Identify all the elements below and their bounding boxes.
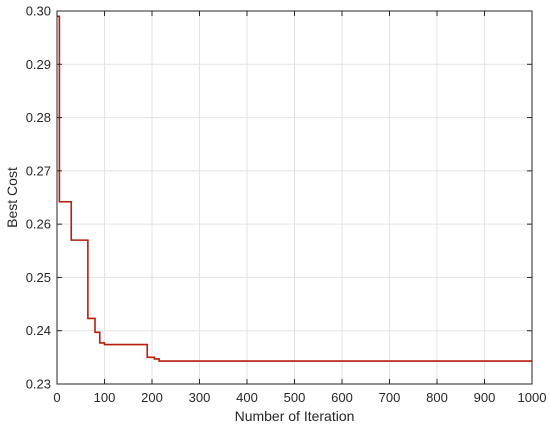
x-tick-label: 600 xyxy=(331,390,353,405)
y-tick-label: 0.23 xyxy=(26,377,51,392)
y-tick-label: 0.29 xyxy=(26,57,51,72)
x-tick-label: 1000 xyxy=(518,390,547,405)
y-tick-label: 0.28 xyxy=(26,110,51,125)
tick-marks xyxy=(56,10,533,385)
y-tick-labels: 0.23 0.24 0.25 0.26 0.27 0.28 0.29 0.30 xyxy=(26,4,51,392)
series-layer xyxy=(57,15,532,362)
y-tick-label: 0.24 xyxy=(26,323,51,338)
x-tick-label: 0 xyxy=(53,390,60,405)
x-axis-label: Number of Iteration xyxy=(235,408,355,424)
x-tick-labels: 0 100 200 300 400 500 600 700 800 900 1000 xyxy=(53,390,546,405)
x-tick-label: 900 xyxy=(474,390,496,405)
x-tick-label: 100 xyxy=(94,390,116,405)
x-tick-label: 500 xyxy=(284,390,306,405)
x-tick-label: 800 xyxy=(426,390,448,405)
series-line xyxy=(57,15,532,362)
x-tick-label: 700 xyxy=(379,390,401,405)
y-tick-label: 0.25 xyxy=(26,270,51,285)
y-tick-label: 0.27 xyxy=(26,163,51,178)
x-tick-label: 400 xyxy=(236,390,258,405)
y-axis-label: Best Cost xyxy=(4,167,20,228)
x-tick-label: 300 xyxy=(189,390,211,405)
y-tick-label: 0.30 xyxy=(26,4,51,19)
y-tick-label: 0.26 xyxy=(26,217,51,232)
x-tick-label: 200 xyxy=(141,390,163,405)
